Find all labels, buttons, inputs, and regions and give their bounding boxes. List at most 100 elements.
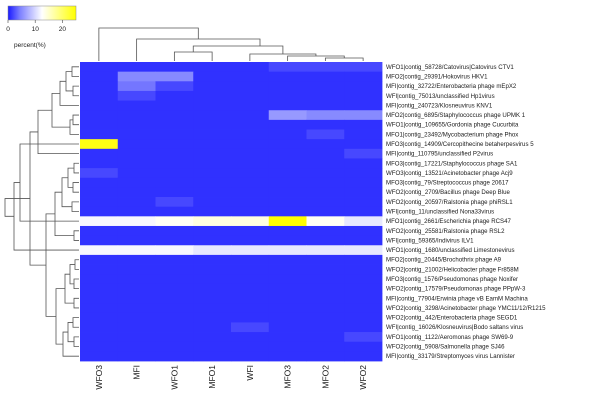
heatmap-cell <box>231 100 270 111</box>
heatmap-cell <box>117 187 156 198</box>
heatmap-cell <box>193 341 232 352</box>
heatmap-cell <box>344 245 383 256</box>
dendrogram-link <box>71 201 79 212</box>
heatmap-cell <box>231 312 270 323</box>
heatmap-cell <box>344 264 383 275</box>
dendrogram-link <box>74 259 79 270</box>
row-label: MFI|contig_240723/Klosneuvirus KNV1 <box>386 102 493 109</box>
heatmap-cell <box>117 303 156 314</box>
heatmap-cell <box>117 71 156 82</box>
row-label: WFO1|contig_1680/unclassified Limestonev… <box>386 247 515 254</box>
dendrogram-link <box>324 57 364 61</box>
heatmap-cell <box>155 332 194 343</box>
heatmap-cell <box>268 81 307 92</box>
heatmap-cell <box>155 254 194 265</box>
heatmap-cell <box>80 197 119 208</box>
dendrogram-link <box>51 92 70 128</box>
heatmap-cell <box>80 254 119 265</box>
column-labels: WFO3 MFI WFO1 MFO1 WFI MFO3 MFO2 WFO2 <box>94 365 368 390</box>
heatmap-cell <box>193 71 232 82</box>
heatmap-cell <box>268 110 307 121</box>
heatmap-cell <box>344 158 383 169</box>
heatmap-cell <box>80 100 119 111</box>
heatmap-cell <box>231 245 270 256</box>
heatmap-cell <box>80 139 119 150</box>
heatmap-cell <box>306 351 345 362</box>
heatmap-cell <box>193 332 232 343</box>
heatmap-cell <box>80 351 119 362</box>
heatmap-cell <box>268 245 307 256</box>
row-label: MFO1|contig_23492/Mycobacterium phage Ph… <box>386 131 518 138</box>
heatmap-cell <box>268 148 307 159</box>
heatmap-cell <box>117 168 156 179</box>
row-label: WFO2|contig_5908/Salmonella phage SJ46 <box>386 344 505 351</box>
heatmap-cell <box>344 332 383 343</box>
heatmap-cell <box>306 119 345 130</box>
heatmap-cell <box>231 187 270 198</box>
row-label: WFO2|contig_442/Enterobacteria phage SEG… <box>386 315 518 322</box>
heatmap-cells <box>80 62 383 362</box>
heatmap-cell <box>344 187 383 198</box>
heatmap-cell <box>117 206 156 217</box>
row-label: WFO2|contig_21002/Helicobacter phage Fr8… <box>386 266 519 273</box>
heatmap-cell <box>231 264 270 275</box>
column-label: WFO1 <box>169 365 179 390</box>
heatmap-cell <box>344 341 383 352</box>
dendrogram-link <box>73 278 79 290</box>
heatmap-cell <box>231 274 270 285</box>
heatmap-cell <box>193 225 232 237</box>
heatmap-cell <box>80 71 119 82</box>
row-label: WFO1|contig_109655/Gordonia phage Cucurb… <box>386 122 519 129</box>
heatmap-cell <box>117 254 156 265</box>
row-label: MFO3|contig_14909/Cercopithecine betaher… <box>386 141 534 148</box>
heatmap-cell <box>80 216 119 227</box>
heatmap-cell <box>117 100 156 111</box>
heatmap-cell <box>80 62 119 73</box>
heatmap-cell <box>231 119 270 130</box>
heatmap-cell <box>231 293 270 304</box>
dendrogram-link <box>73 297 79 309</box>
heatmap-cell <box>155 158 194 169</box>
heatmap-cell <box>117 119 156 130</box>
heatmap-cell <box>306 283 345 294</box>
heatmap-cell <box>117 148 156 159</box>
heatmap-cell <box>268 71 307 82</box>
heatmap-cell <box>80 312 119 323</box>
heatmap-cell <box>268 264 307 275</box>
heatmap-cell <box>344 254 383 265</box>
heatmap-cell <box>231 71 270 82</box>
dendrogram-link <box>4 198 30 217</box>
heatmap-cell <box>155 90 194 101</box>
heatmap-cell <box>80 225 119 237</box>
row-label: WFI|contig_16026/Klosneuvirus|Bodo salta… <box>386 324 523 331</box>
row-label: WFO3|contig_13521/Acinetobacter phage Ac… <box>386 170 513 177</box>
row-label: WFO1|contig_58728/Catovirus|Catovirus CT… <box>386 64 514 71</box>
heatmap-cell <box>344 322 383 333</box>
row-label: WFI|contig_59365/Indivirus ILV1 <box>386 237 474 244</box>
heatmap-cell <box>155 197 194 208</box>
heatmap-cell <box>344 351 383 362</box>
row-label: WFI|contig_75013/unclassified Hp1virus <box>386 93 495 100</box>
heatmap-cell <box>193 245 232 256</box>
heatmap-cell <box>80 235 119 246</box>
heatmap-cell <box>155 225 194 237</box>
heatmap-cell <box>155 245 194 256</box>
dendrogram-link <box>55 288 65 345</box>
heatmap-cell <box>344 90 383 101</box>
heatmap-cell <box>231 332 270 343</box>
heatmap-cell <box>306 197 345 208</box>
heatmap-cell <box>344 81 383 92</box>
heatmap-cell <box>155 274 194 285</box>
row-label: WFI|contig_11/unclassified Nona33virus <box>386 209 494 216</box>
heatmap-cell <box>117 90 156 101</box>
heatmap-cell <box>193 351 232 362</box>
legend-colorbar <box>7 5 77 21</box>
heatmap-cell <box>80 274 119 285</box>
heatmap-cell <box>117 216 156 227</box>
heatmap-cell <box>231 216 270 227</box>
heatmap-cell <box>193 139 232 150</box>
heatmap-cell <box>155 110 194 121</box>
heatmap-cell <box>268 322 307 333</box>
heatmap-cell <box>268 283 307 294</box>
heatmap-cell <box>155 283 194 294</box>
